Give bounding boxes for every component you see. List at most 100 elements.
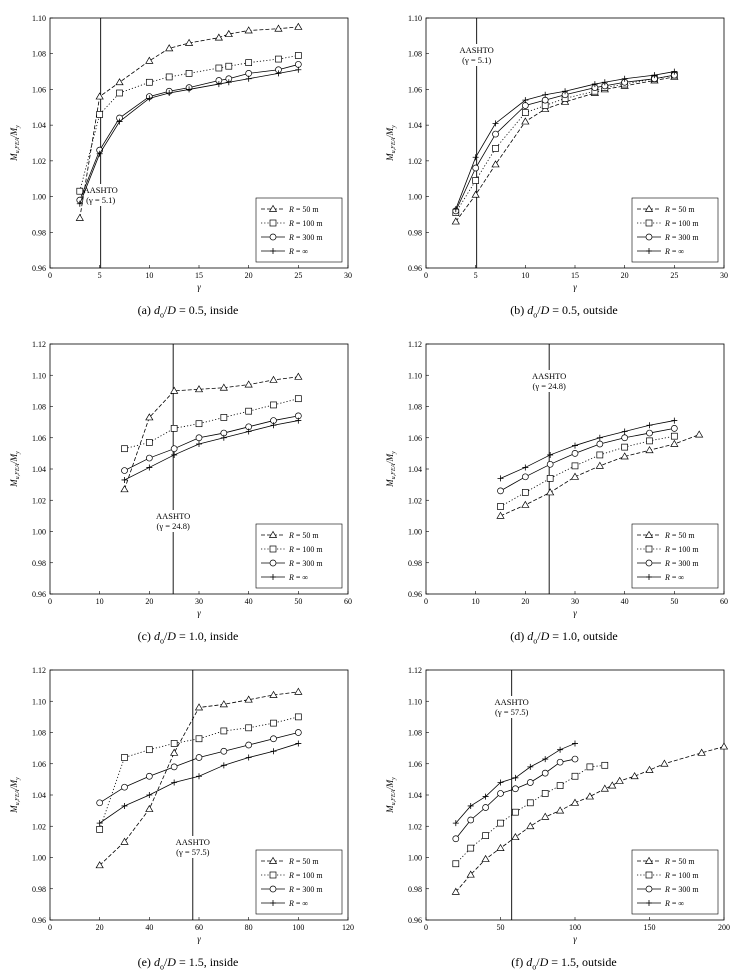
legend-swatch-marker: [645, 233, 653, 241]
data-point: [497, 819, 504, 827]
data-point: [165, 73, 173, 81]
data-point: [512, 808, 519, 816]
data-point: [171, 451, 178, 458]
series-3: [452, 740, 578, 827]
data-point: [295, 66, 302, 73]
y-tick-label: 0.98: [32, 559, 46, 568]
chart-svg: 0.96 0.98 1.00 1.02 1.04 1.06 1.08 1.10 1.12 0 20 4…: [9, 666, 354, 944]
data-point: [76, 200, 83, 207]
data-point: [170, 425, 178, 432]
data-point: [671, 68, 678, 75]
data-point: [96, 826, 104, 833]
data-point: [547, 451, 554, 458]
data-point: [621, 75, 628, 82]
legend-swatch-marker: [269, 871, 277, 879]
data-point: [146, 792, 153, 798]
x-tick-label: 60: [720, 597, 728, 606]
x-axis-label: γ: [197, 608, 201, 618]
legend-swatch-marker: [269, 233, 277, 241]
y-tick-label: 0.96: [408, 264, 422, 273]
data-point: [497, 779, 504, 786]
data-point: [451, 217, 460, 225]
data-point: [146, 95, 153, 102]
data-point: [219, 383, 228, 391]
x-tick-label: 100: [292, 923, 304, 932]
data-point: [220, 727, 228, 735]
y-tick-label: 1.04: [32, 791, 46, 800]
y-tick-label: 1.00: [408, 193, 422, 202]
y-tick-label: 1.00: [32, 854, 46, 863]
data-point: [95, 92, 104, 100]
data-point: [556, 782, 564, 789]
data-point: [646, 437, 653, 445]
legend-entry: R = ∞: [664, 899, 684, 908]
y-tick-label: 1.10: [32, 14, 46, 23]
aashto-value: (γ = 24.8): [533, 381, 567, 391]
data-point: [275, 70, 282, 77]
aashto-label: AASHTO: [83, 185, 117, 195]
legend-entry: R = 300 m: [288, 885, 323, 894]
data-point: [542, 91, 549, 98]
y-tick-label: 1.12: [32, 666, 46, 675]
data-point: [621, 434, 629, 442]
x-tick-label: 5: [98, 271, 102, 280]
y-tick-label: 1.10: [32, 371, 46, 380]
data-point: [196, 773, 202, 780]
x-axis-label: γ: [197, 282, 201, 292]
legend-entry: R = 300 m: [664, 559, 699, 568]
data-point: [225, 79, 232, 86]
data-point: [496, 511, 505, 519]
data-point: [670, 425, 678, 432]
y-tick-label: 1.12: [32, 340, 46, 349]
x-tick-label: 120: [342, 923, 354, 932]
data-point: [245, 741, 253, 749]
data-point: [512, 774, 519, 781]
legend: R = 50 m R = 100 m R = 300 m R = ∞: [631, 849, 719, 915]
data-point: [472, 154, 479, 161]
legend-entry: R = 50 m: [288, 531, 319, 540]
legend-swatch-marker: [644, 530, 654, 538]
data-point: [116, 89, 123, 97]
data-point: [542, 756, 549, 763]
data-point: [546, 475, 554, 482]
y-tick-label: 1.06: [32, 760, 46, 769]
legend-swatch-marker: [645, 219, 653, 227]
y-tick-label: 0.98: [408, 559, 422, 568]
y-tick-label: 1.08: [32, 403, 46, 412]
y-tick-label: 1.02: [32, 496, 46, 505]
y-tick-label: 1.08: [408, 729, 422, 738]
data-point: [121, 476, 128, 483]
y-tick-label: 1.00: [408, 854, 422, 863]
data-point: [526, 799, 534, 807]
legend: R = 50 m R = 100 m R = 300 m R = ∞: [631, 197, 719, 263]
data-point: [697, 748, 706, 756]
aashto-value: (γ = 5.1): [462, 55, 491, 65]
y-tick-label: 1.08: [408, 403, 422, 412]
data-point: [270, 735, 277, 743]
data-point: [274, 24, 283, 32]
y-tick-label: 0.96: [32, 590, 46, 599]
data-point: [165, 44, 174, 52]
panel-caption: (b) do/D = 0.5, outside: [510, 303, 618, 320]
data-point: [562, 88, 569, 95]
legend-entry: R = 300 m: [664, 233, 699, 242]
x-tick-label: 50: [294, 597, 302, 606]
x-tick-label: 0: [48, 597, 52, 606]
data-point: [522, 464, 529, 471]
data-point: [294, 52, 302, 59]
data-point: [145, 439, 153, 446]
data-point: [555, 806, 565, 814]
data-point: [170, 386, 179, 394]
series-line: [500, 420, 675, 479]
data-point: [471, 190, 480, 198]
aashto-label: AASHTO: [459, 45, 493, 55]
series-line: [124, 376, 299, 490]
data-point: [245, 70, 253, 77]
data-point: [186, 86, 193, 93]
data-point: [269, 690, 278, 698]
chart-panel-0: 0.96 0.98 1.00 1.02 1.04 1.06 1.08 1.10 0 5 10 15 20…: [0, 0, 376, 326]
y-tick-label: 1.06: [408, 434, 422, 443]
data-point: [294, 687, 303, 695]
data-point: [220, 434, 227, 441]
y-tick-label: 1.02: [32, 157, 46, 166]
